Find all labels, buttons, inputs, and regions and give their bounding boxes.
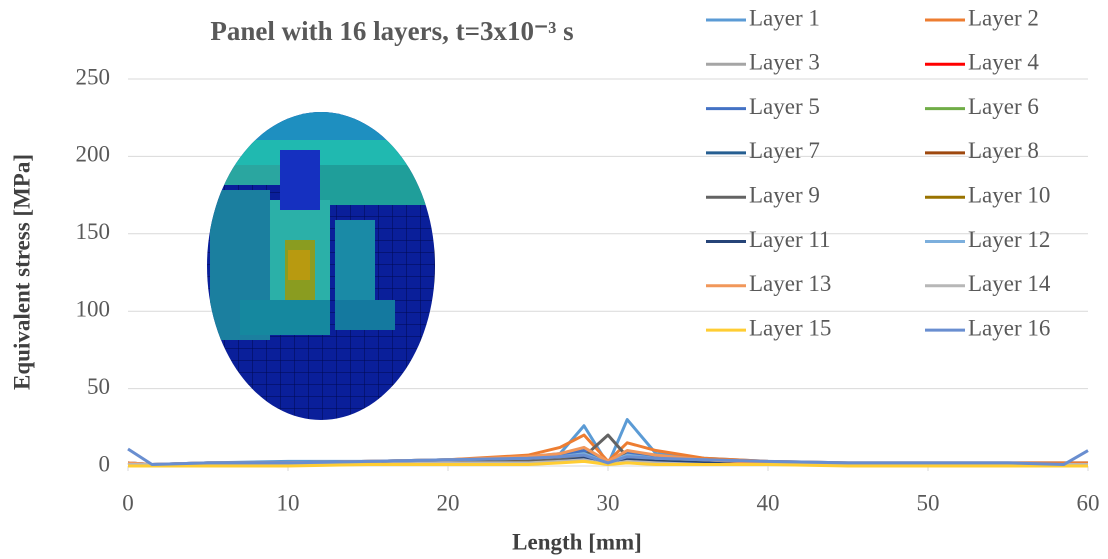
series-line (127, 447, 1089, 466)
legend-label: Layer 11 (749, 227, 831, 252)
legend-label: Layer 5 (749, 94, 820, 119)
y-tick-label: 250 (76, 64, 111, 89)
x-tick-label: 20 (437, 490, 460, 515)
x-tick-label: 0 (122, 490, 134, 515)
legend-label: Layer 13 (749, 271, 831, 296)
legend-label: Layer 6 (968, 94, 1039, 119)
x-tick-label: 10 (277, 490, 300, 515)
legend-label: Layer 12 (968, 227, 1050, 252)
legend-label: Layer 4 (968, 50, 1039, 75)
y-tick-label: 200 (76, 142, 111, 167)
x-tick-label: 50 (917, 490, 940, 515)
legend-label: Layer 10 (968, 182, 1050, 207)
x-tick-label: 60 (1077, 490, 1100, 515)
legend-label: Layer 14 (968, 271, 1051, 296)
x-tick-label: 30 (597, 490, 620, 515)
legend-label: Layer 9 (749, 182, 820, 207)
inset-image (207, 112, 435, 420)
legend-label: Layer 1 (749, 5, 820, 30)
y-tick-label: 0 (99, 451, 111, 476)
x-axis-title: Length [mm] (512, 529, 642, 554)
legend-label: Layer 15 (749, 315, 831, 340)
legend-label: Layer 3 (749, 50, 820, 75)
legend-label: Layer 2 (968, 5, 1039, 30)
y-tick-label: 100 (76, 296, 111, 321)
legend-label: Layer 8 (968, 138, 1039, 163)
y-axis-title: Equivalent stress [MPa] (9, 154, 34, 390)
chart-title: Panel with 16 layers, t=3x10⁻³ s (210, 16, 573, 46)
x-tick-label: 40 (757, 490, 780, 515)
series-line (128, 459, 1088, 468)
legend-label: Layer 16 (968, 315, 1050, 340)
series-line (127, 418, 1088, 466)
y-tick-label: 50 (87, 374, 110, 399)
y-tick-label: 150 (76, 219, 111, 244)
legend-label: Layer 7 (749, 138, 820, 163)
